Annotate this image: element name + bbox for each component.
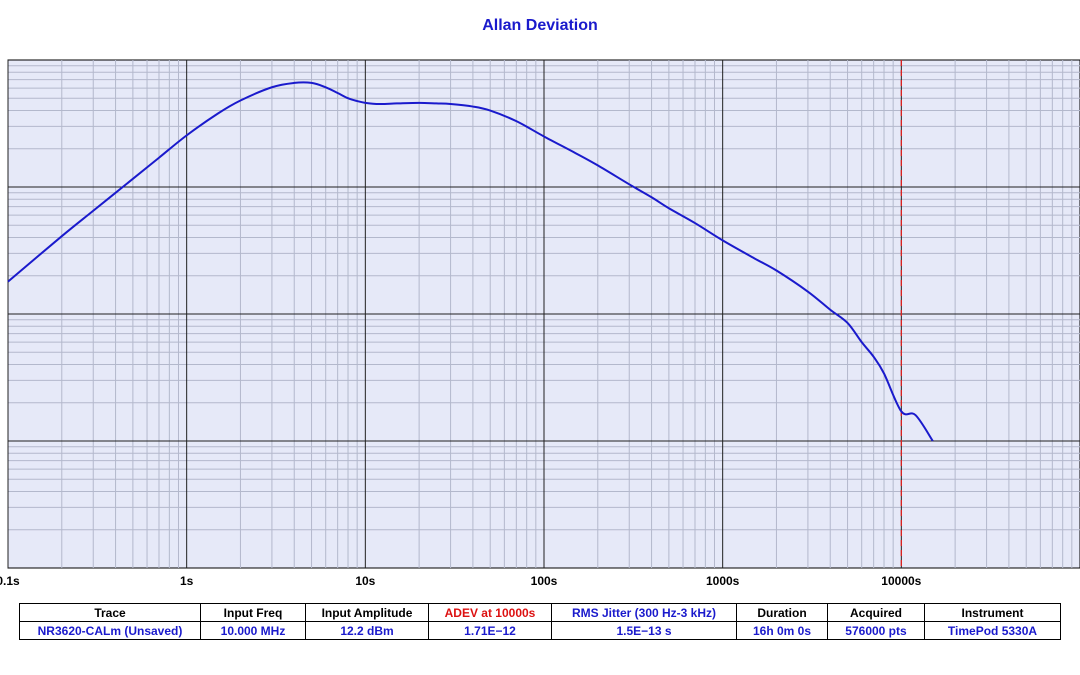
table-header-row: Trace Input Freq Input Amplitude ADEV at… (19, 603, 1061, 622)
table-row: NR3620-CALm (Unsaved) 10.000 MHz 12.2 dB… (19, 621, 1061, 640)
cell-acquired: 576000 pts (827, 621, 925, 640)
cell-trace: NR3620-CALm (Unsaved) (19, 621, 201, 640)
cell-duration: 16h 0m 0s (736, 621, 828, 640)
header-instrument: Instrument (924, 603, 1061, 622)
header-rms-jitter: RMS Jitter (300 Hz-3 kHz) (551, 603, 737, 622)
x-tick-label: 10000s (881, 574, 921, 588)
x-tick-label: 10s (355, 574, 375, 588)
header-acquired: Acquired (827, 603, 925, 622)
x-tick-label: 0.1s (0, 574, 20, 588)
chart-title: Allan Deviation (482, 17, 598, 34)
x-tick-label: 100s (531, 574, 558, 588)
x-tick-label: 1s (180, 574, 194, 588)
header-input-amplitude: Input Amplitude (305, 603, 429, 622)
header-input-freq: Input Freq (200, 603, 306, 622)
header-duration: Duration (736, 603, 828, 622)
cell-adev: 1.71E−12 (428, 621, 552, 640)
cell-input-amplitude: 12.2 dBm (305, 621, 429, 640)
x-tick-labels: 0.1s 1s 10s 100s 1000s 10000s (0, 574, 922, 588)
cell-rms-jitter: 1.5E−13 s (551, 621, 737, 640)
cell-input-freq: 10.000 MHz (200, 621, 306, 640)
header-adev: ADEV at 10000s (428, 603, 552, 622)
allan-deviation-plot: 0.1s 1s 10s 100s 1000s 10000s (0, 59, 1080, 588)
header-trace: Trace (19, 603, 201, 622)
trace-info-table: Trace Input Freq Input Amplitude ADEV at… (19, 603, 1061, 640)
adev-trace-line (7, 81, 934, 442)
cell-instrument: TimePod 5330A (924, 621, 1061, 640)
x-tick-label: 1000s (706, 574, 740, 588)
